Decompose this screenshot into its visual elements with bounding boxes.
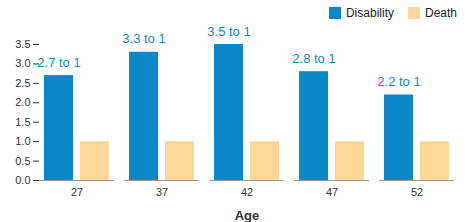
- svg-text:3.3 to 1: 3.3 to 1: [122, 31, 165, 46]
- svg-text:2.2 to 1: 2.2 to 1: [377, 74, 420, 89]
- html-text:Disability: Disability: [346, 6, 394, 20]
- svg-text:42: 42: [241, 186, 253, 198]
- svg-text:3.5: 3.5: [15, 38, 30, 50]
- svg-text:27: 27: [71, 186, 83, 198]
- svg-text:3.5 to 1: 3.5 to 1: [207, 24, 250, 39]
- svg-text:0.0: 0.0: [15, 174, 30, 186]
- svg-text:2.7 to 1: 2.7 to 1: [37, 55, 80, 70]
- svg-text:1.0: 1.0: [15, 135, 30, 147]
- svg-text:2.8 to 1: 2.8 to 1: [292, 51, 335, 66]
- svg-text:2.0: 2.0: [15, 96, 30, 108]
- svg-text:2.5: 2.5: [15, 77, 30, 89]
- svg-text:0.5: 0.5: [15, 155, 30, 167]
- svg-text:1.5: 1.5: [15, 116, 30, 128]
- html-text:Death: Death: [425, 6, 457, 20]
- svg-text:3.0: 3.0: [15, 57, 30, 69]
- svg-text:47: 47: [326, 186, 338, 198]
- svg-text:37: 37: [156, 186, 168, 198]
- svg-text:52: 52: [411, 186, 423, 198]
- svg-text:Age: Age: [235, 208, 260, 222]
